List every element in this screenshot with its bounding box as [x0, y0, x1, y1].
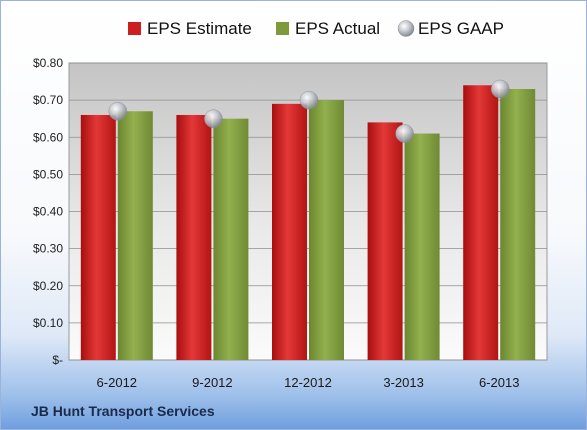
legend-label: EPS Estimate: [147, 19, 252, 38]
y-tick-label: $0.60: [33, 130, 63, 144]
marker-eps-gaap: [299, 90, 319, 110]
marker-eps-gaap: [108, 102, 128, 121]
legend-label: EPS GAAP: [418, 19, 504, 38]
y-tick-label: $0.70: [33, 93, 63, 107]
bar-eps-estimate: [463, 85, 499, 361]
y-tick-label: $0.30: [33, 242, 63, 256]
y-tick-label: $0.80: [33, 56, 63, 70]
bar-eps-estimate: [176, 114, 212, 360]
x-tick-label: 6-2013: [479, 375, 519, 390]
bar-eps-actual: [117, 111, 153, 360]
x-tick-label: 9-2012: [192, 375, 232, 390]
bar-eps-estimate: [367, 122, 403, 361]
legend-swatch: [128, 22, 141, 35]
bar-eps-actual: [213, 118, 249, 360]
y-tick-label: $0.40: [33, 205, 63, 219]
x-tick-label: 6-2012: [97, 375, 137, 390]
marker-eps-gaap: [204, 109, 223, 128]
marker-eps-gaap: [490, 79, 510, 99]
legend-swatch: [397, 20, 415, 37]
legend-label: EPS Actual: [295, 19, 380, 38]
y-tick-label: $0.10: [33, 316, 63, 330]
bar-eps-estimate: [272, 103, 307, 361]
x-tick-label: 12-2012: [284, 375, 332, 390]
bar-eps-actual: [500, 88, 536, 361]
x-tick-label: 3-2013: [383, 375, 423, 390]
company-name: JB Hunt Transport Services: [31, 403, 215, 419]
y-tick-label: $0.20: [33, 279, 63, 293]
bar-eps-actual: [404, 133, 440, 360]
marker-eps-gaap: [395, 124, 414, 143]
y-tick-label: $-: [52, 353, 63, 367]
legend-swatch: [276, 22, 289, 35]
bar-eps-estimate: [80, 114, 116, 360]
y-tick-label: $0.50: [33, 167, 63, 181]
bar-eps-actual: [309, 100, 344, 360]
